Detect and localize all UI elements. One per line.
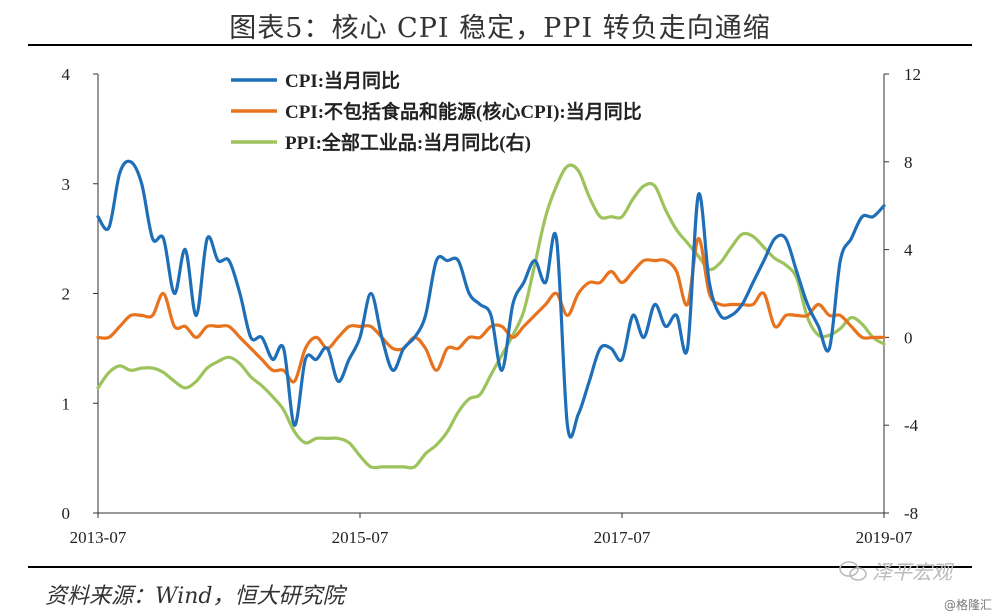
wechat-icon bbox=[839, 561, 867, 581]
left-tick-label: 3 bbox=[62, 175, 71, 194]
right-tick-label: 8 bbox=[904, 153, 913, 172]
left-tick-label: 0 bbox=[62, 504, 71, 523]
right-tick-label: 4 bbox=[904, 241, 913, 260]
legend-item-cpi-label: CPI:当月同比 bbox=[285, 69, 400, 92]
chart-title: 图表5：核心 CPI 稳定，PPI 转负走向通缩 bbox=[229, 13, 771, 44]
left-tick-label: 2 bbox=[62, 285, 71, 304]
legend-item-core-cpi-label: CPI:不包括食品和能源(核心CPI):当月同比 bbox=[285, 100, 642, 123]
right-tick-label: 0 bbox=[904, 328, 913, 347]
cpi-series-line bbox=[96, 159, 886, 439]
x-tick-label: 2019-07 bbox=[856, 528, 913, 547]
core-cpi-series-line bbox=[96, 236, 886, 384]
ppi-series-line bbox=[96, 163, 886, 470]
series-layer bbox=[96, 159, 886, 470]
corner-mark: @格隆汇 bbox=[943, 598, 992, 612]
source-note: 资料来源：Wind，恒大研究院 bbox=[45, 584, 345, 609]
chart-legend: CPI:当月同比 CPI:不包括食品和能源(核心CPI):当月同比 PPI:全部工业… bbox=[231, 69, 642, 154]
x-tick-label: 2017-07 bbox=[594, 528, 651, 547]
legend-item-ppi-label: PPI:全部工业品:当月同比(右) bbox=[285, 131, 531, 154]
left-tick-label: 1 bbox=[62, 394, 71, 413]
right-tick-label: 12 bbox=[904, 65, 921, 84]
right-tick-label: -4 bbox=[904, 416, 919, 435]
left-tick-label: 4 bbox=[62, 65, 71, 84]
watermark-text: 泽平宏观 bbox=[872, 560, 952, 584]
x-tick-label: 2013-07 bbox=[70, 528, 127, 547]
x-tick-label: 2015-07 bbox=[332, 528, 389, 547]
title-divider bbox=[28, 44, 972, 46]
footer-divider bbox=[28, 566, 972, 568]
right-tick-label: -8 bbox=[904, 504, 918, 523]
